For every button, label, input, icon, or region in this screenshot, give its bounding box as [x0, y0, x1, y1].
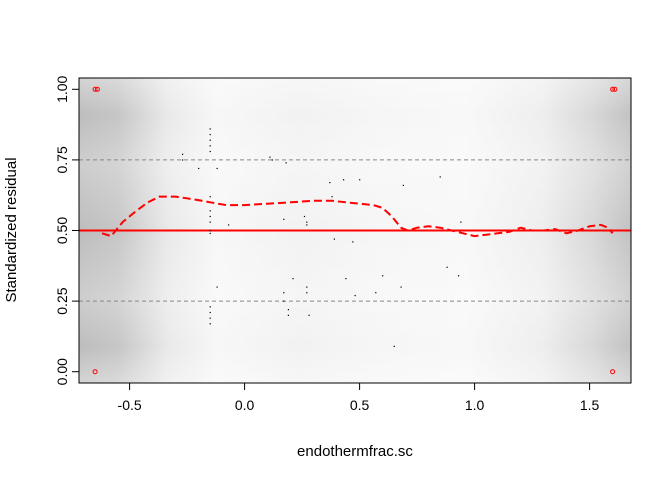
- outlier-point: [610, 86, 616, 92]
- y-tick-label: 1.00: [54, 75, 70, 102]
- residual-point: [209, 323, 211, 325]
- residual-point: [209, 230, 211, 232]
- residual-point: [209, 221, 211, 223]
- residual-point: [382, 275, 384, 277]
- x-tick-label: 1.5: [580, 397, 600, 413]
- reference-lines: [79, 159, 631, 302]
- residual-point: [402, 184, 404, 187]
- residual-point: [198, 167, 200, 170]
- x-tick-label: -0.5: [118, 397, 142, 413]
- x-tick-label: 1.0: [465, 397, 485, 413]
- outlier-point: [612, 86, 618, 92]
- residual-point: [287, 314, 289, 316]
- residual-point: [209, 196, 211, 198]
- residual-point: [331, 196, 333, 198]
- x-axis-title: endothermfrac.sc: [297, 443, 413, 460]
- residual-point: [329, 181, 331, 184]
- x-tick-label: 0.5: [350, 397, 370, 413]
- residual-point: [209, 133, 211, 136]
- y-tick-label: 0.00: [54, 358, 70, 385]
- residual-point: [446, 266, 448, 268]
- residual-point: [209, 128, 211, 130]
- residual-point: [182, 153, 184, 155]
- residual-point: [306, 221, 308, 223]
- residual-point: [308, 314, 310, 316]
- residual-point: [345, 278, 347, 280]
- outlier-point: [92, 369, 98, 375]
- residual-point: [216, 286, 218, 288]
- outlier-point: [92, 86, 98, 92]
- x-tick-label: 0.0: [235, 397, 255, 413]
- residual-point: [283, 292, 285, 294]
- y-tick-label: 0.50: [54, 217, 70, 244]
- y-axis: 0.00 0.25 0.50 0.75 1.00: [54, 75, 80, 385]
- residual-point: [285, 162, 287, 164]
- residual-points: [92, 86, 618, 375]
- residual-point: [343, 179, 345, 181]
- residual-point: [306, 224, 308, 226]
- residual-point: [352, 241, 354, 243]
- residual-point: [271, 159, 273, 161]
- residual-point: [292, 278, 294, 280]
- residual-point: [460, 221, 462, 223]
- residual-point: [209, 311, 211, 314]
- residual-point: [228, 224, 230, 226]
- residual-point: [359, 179, 361, 181]
- residual-point: [209, 306, 211, 308]
- residual-point: [354, 294, 356, 297]
- y-tick-label: 0.25: [54, 287, 70, 314]
- residual-point: [283, 300, 285, 302]
- outlier-point: [94, 86, 100, 92]
- residual-point: [393, 345, 395, 347]
- smooth-line: [101, 195, 614, 238]
- residual-point: [209, 150, 211, 153]
- residual-point: [209, 317, 211, 319]
- residual-point: [458, 275, 460, 277]
- residual-point: [209, 145, 211, 147]
- residual-point: [209, 232, 211, 235]
- residual-point: [209, 215, 211, 218]
- residual-point: [375, 292, 377, 294]
- residual-point: [306, 286, 308, 288]
- residual-point: [216, 167, 218, 170]
- residual-point: [287, 309, 289, 311]
- outlier-point: [610, 369, 616, 375]
- residual-point: [283, 218, 285, 220]
- residual-point: [269, 156, 271, 158]
- residual-point: [209, 210, 211, 212]
- x-axis: -0.5 0.0 0.5 1.0 1.5: [118, 382, 600, 413]
- residual-point: [182, 159, 184, 161]
- residual-point: [333, 238, 335, 240]
- residual-point: [439, 176, 441, 178]
- residual-point: [209, 139, 211, 141]
- y-tick-label: 0.75: [54, 146, 70, 173]
- y-axis-title: Standardized residual: [3, 157, 20, 302]
- residual-point: [306, 292, 308, 294]
- residual-point: [303, 215, 306, 218]
- residual-point: [400, 286, 402, 288]
- smooth-curves: [101, 195, 614, 238]
